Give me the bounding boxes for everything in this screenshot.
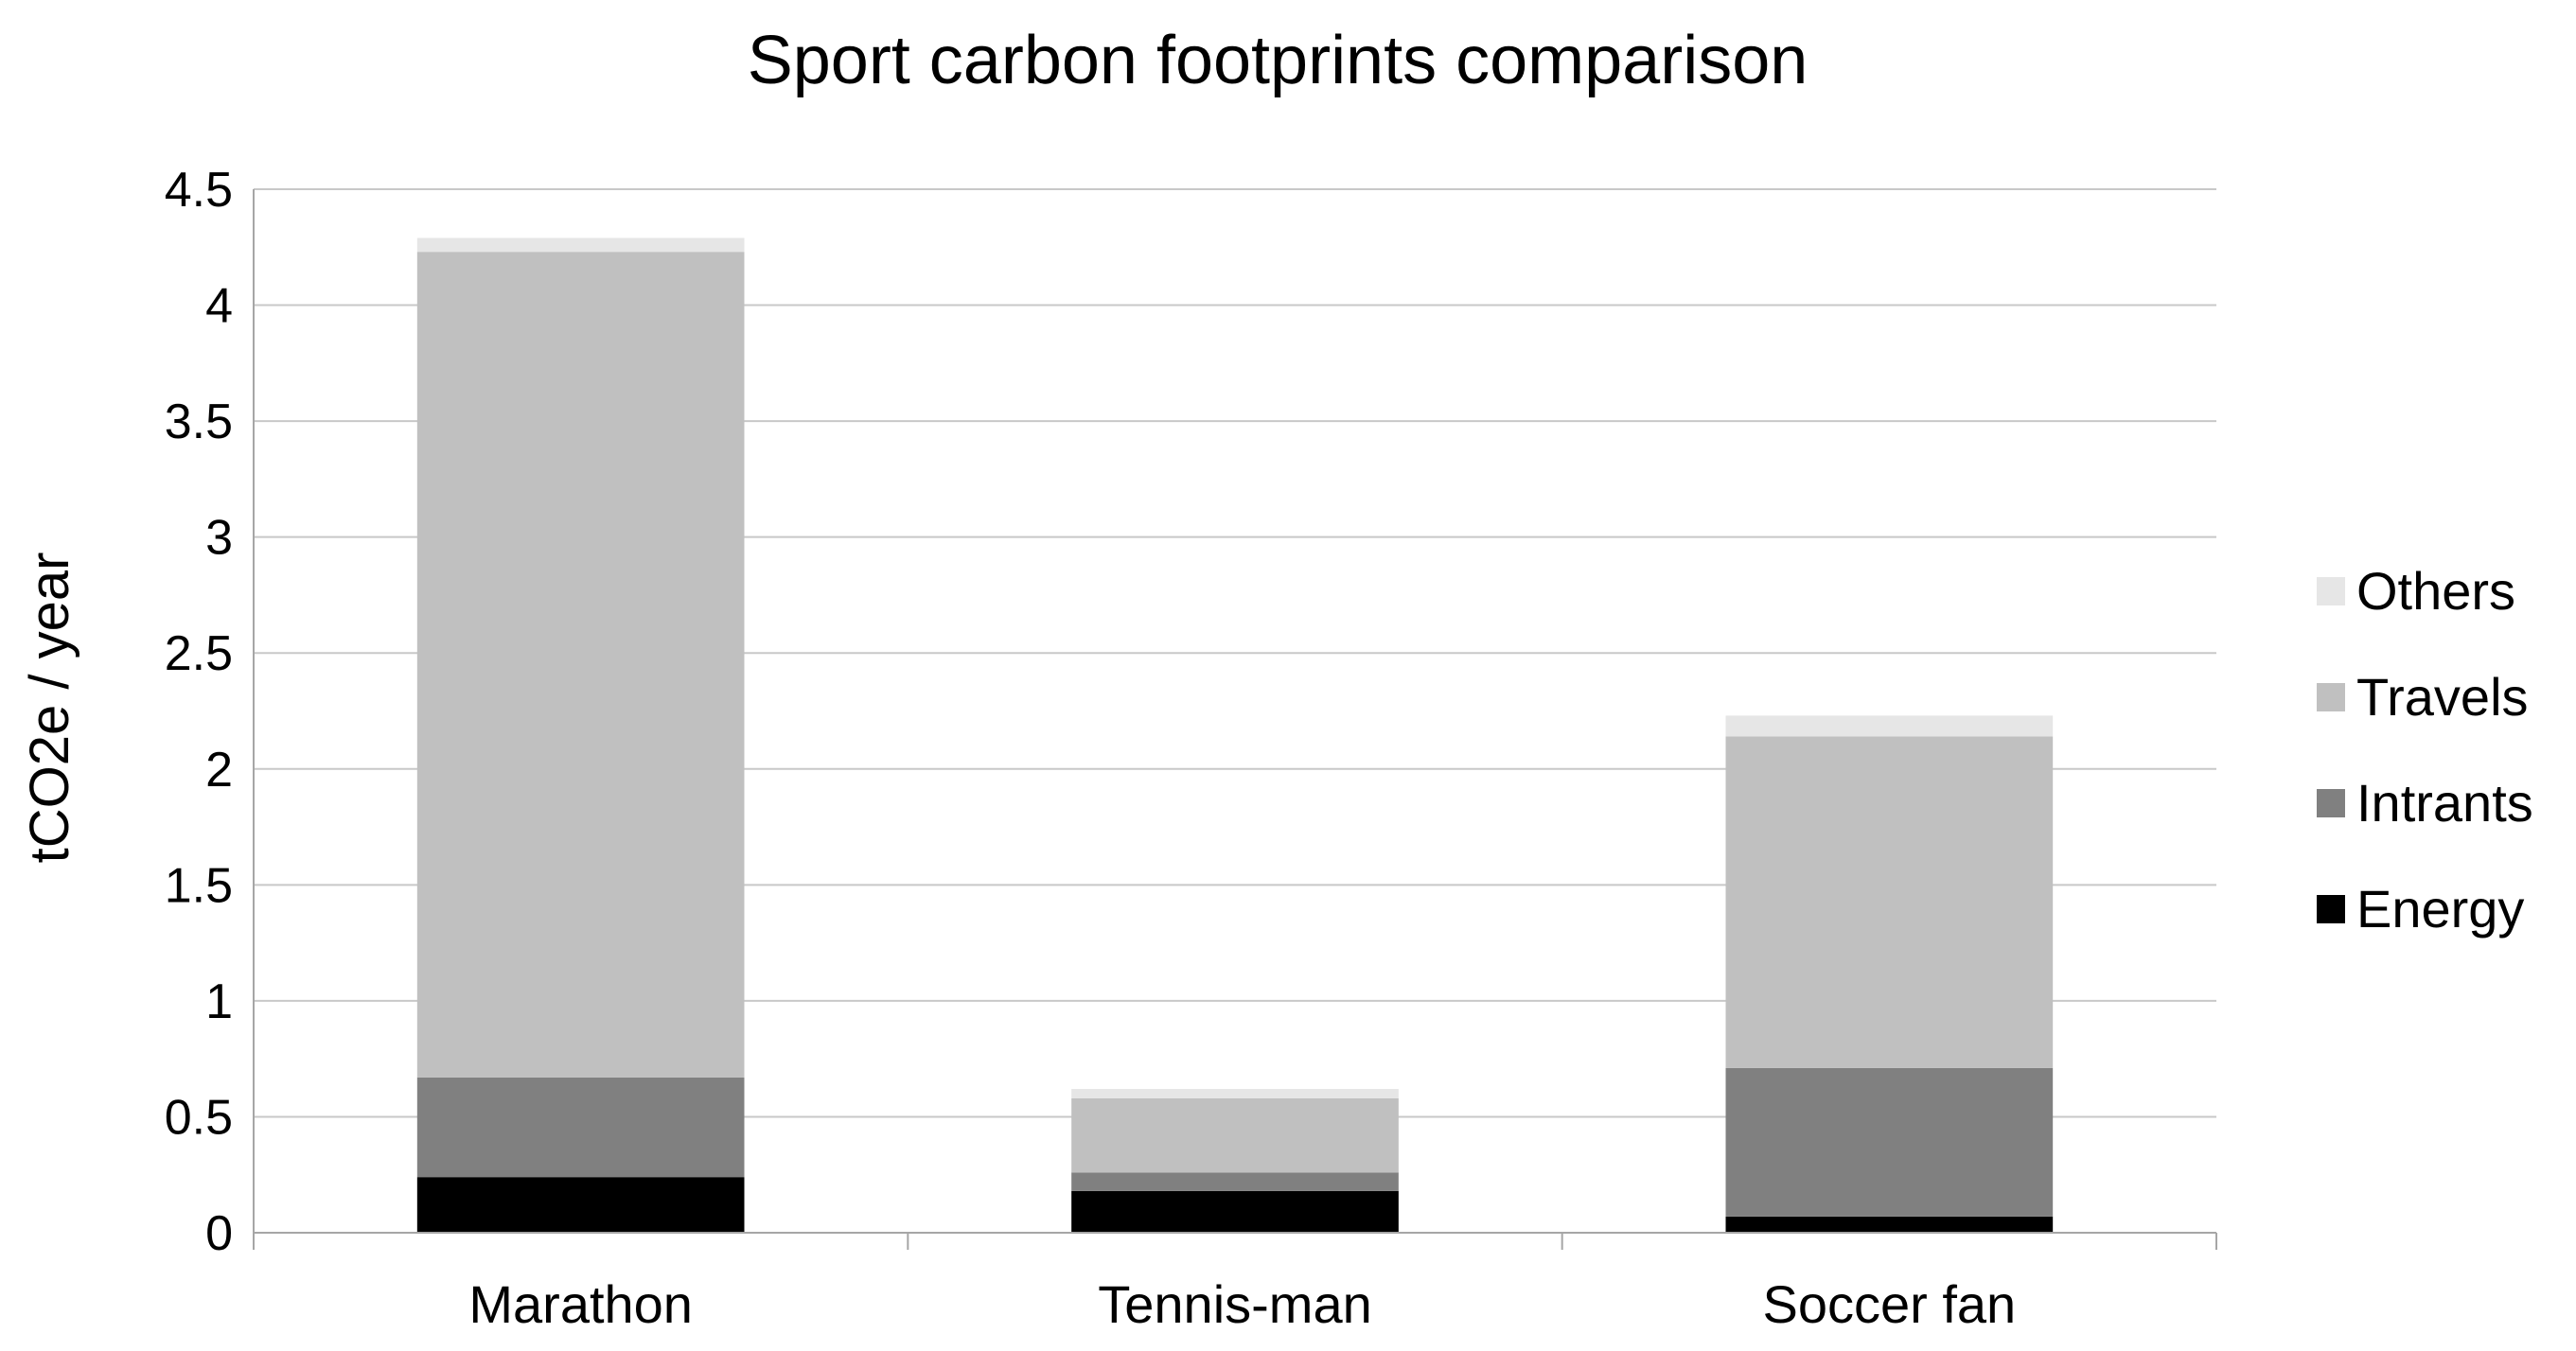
- legend-label: Travels: [2356, 667, 2529, 727]
- x-tick-label: Soccer fan: [1762, 1274, 2016, 1334]
- legend-item-travels: Travels: [2317, 667, 2529, 727]
- bar-segment-others: [1725, 715, 2054, 737]
- y-tick-label: 1.5: [165, 858, 233, 913]
- x-tick-label: Marathon: [468, 1274, 693, 1334]
- legend-swatch: [2317, 789, 2345, 817]
- bar-segment-others: [1071, 1089, 1399, 1098]
- legend-swatch: [2317, 683, 2345, 711]
- legend-label: Intrants: [2356, 773, 2533, 833]
- y-tick-label: 2: [205, 743, 233, 798]
- y-tick-label: 2.5: [165, 626, 233, 681]
- legend-swatch: [2317, 577, 2345, 605]
- bar-segment-energy: [416, 1177, 745, 1233]
- y-tick-label: 4: [205, 279, 233, 334]
- y-axis-label: tCO2e / year: [19, 553, 80, 864]
- bar-segment-energy: [1071, 1190, 1399, 1233]
- y-tick-label: 0.5: [165, 1090, 233, 1145]
- y-tick-label: 3: [205, 511, 233, 566]
- axes: [253, 189, 2217, 1250]
- legend-label: Energy: [2356, 879, 2524, 939]
- legend-swatch: [2317, 895, 2345, 923]
- y-tick-label: 3.5: [165, 395, 233, 449]
- tick-labels: 0 0.5 1 1.5 2 2.5 3 3.5 4 4.5 Marathon Tennis-man So…: [165, 163, 2016, 1334]
- bar-segment-travels: [1725, 736, 2054, 1068]
- legend: Others Travels Intrants Energy: [2317, 561, 2533, 939]
- legend-item-others: Others: [2317, 561, 2515, 621]
- bar-segment-travels: [1071, 1097, 1399, 1173]
- y-tick-label: 4.5: [165, 163, 233, 218]
- y-tick-label: 0: [205, 1206, 233, 1261]
- legend-label: Others: [2356, 561, 2515, 621]
- bar-segment-travels: [416, 252, 745, 1078]
- y-tick-label: 1: [205, 974, 233, 1029]
- legend-item-energy: Energy: [2317, 879, 2524, 939]
- x-tick-label: Tennis-man: [1098, 1274, 1371, 1334]
- legend-item-intrants: Intrants: [2317, 773, 2533, 833]
- bar-segment-others: [416, 237, 745, 253]
- bar-segment-intrants: [416, 1077, 745, 1178]
- bar-segment-intrants: [1725, 1067, 2054, 1217]
- bars: [416, 237, 2054, 1233]
- bar-segment-energy: [1725, 1216, 2054, 1233]
- bar-segment-intrants: [1071, 1172, 1399, 1191]
- chart-title: Sport carbon footprints comparison: [748, 23, 1808, 98]
